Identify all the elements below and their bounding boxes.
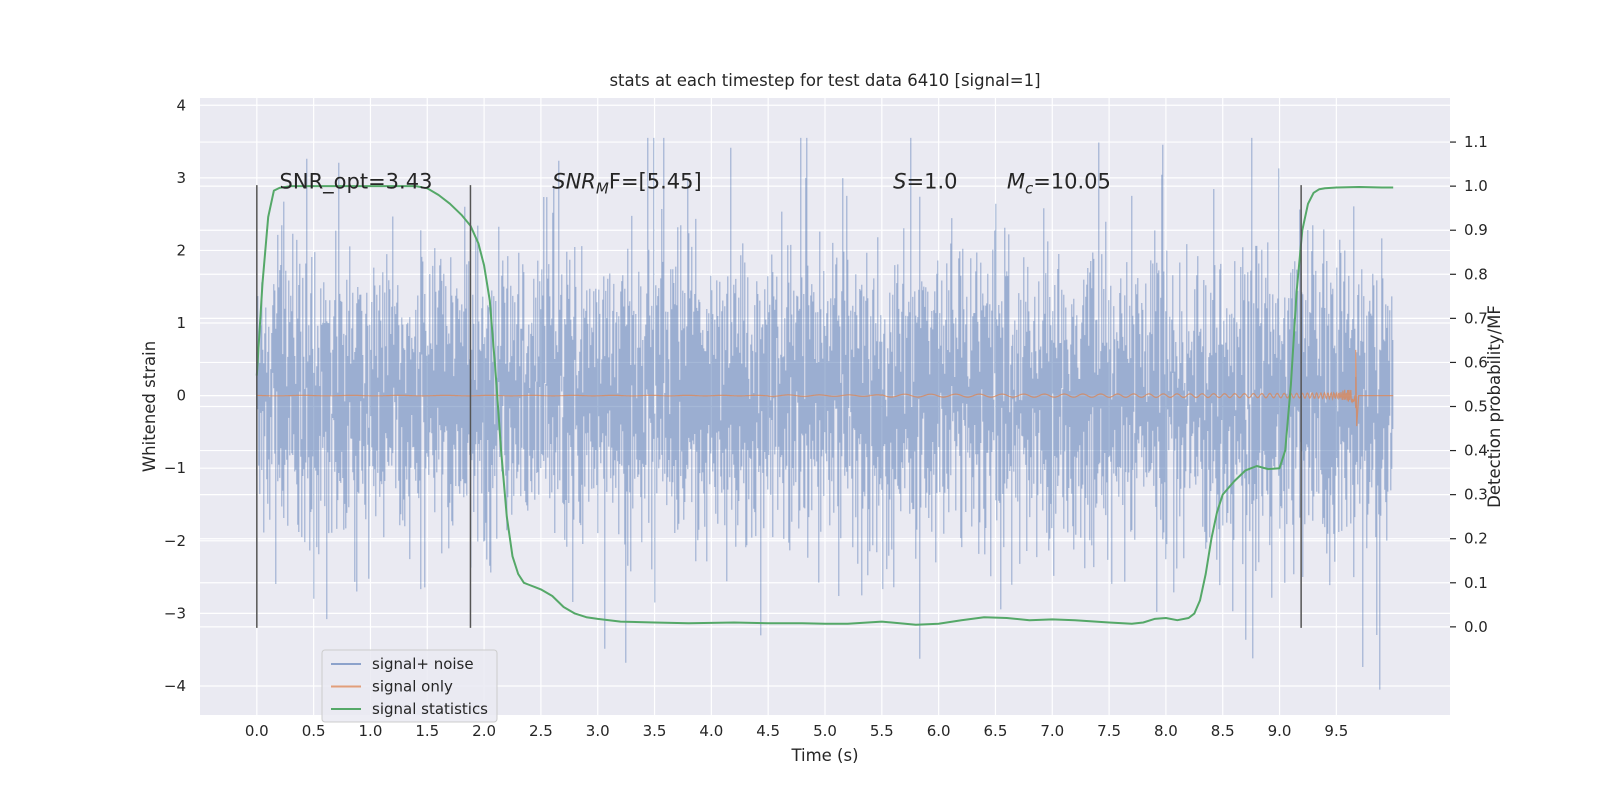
- y2-tick-label: 0.7: [1464, 309, 1488, 327]
- annotation-main: S: [893, 169, 906, 193]
- y-tick-label: −3: [164, 604, 186, 622]
- y-tick-label: 1: [176, 314, 186, 332]
- y2-tick-label: 1.1: [1464, 133, 1488, 151]
- y2-tick-label: 0.4: [1464, 442, 1488, 460]
- x-axis-label: Time (s): [790, 746, 858, 765]
- y2-tick-label: 0.8: [1464, 265, 1488, 283]
- y2-tick-label: 1.0: [1464, 177, 1488, 195]
- x-tick-label: 1.5: [415, 722, 439, 740]
- x-tick-label: 4.5: [756, 722, 780, 740]
- vertical-markers: [256, 185, 1302, 628]
- y2-axis-label: Detection probability/MF: [1485, 305, 1504, 508]
- legend-box: [321, 649, 498, 723]
- annotation-main: SNR: [552, 169, 596, 193]
- y-tick-label: 3: [176, 169, 186, 187]
- legend-label: signal+ noise: [372, 655, 474, 673]
- x-tick-label: 6.5: [984, 722, 1008, 740]
- x-tick-labels: 0.0 0.5 1.0 1.5 2.0 2.5 3.0 3.5 4.0 4.5 5.0 5.5 6.0 6…: [245, 722, 1348, 740]
- x-tick-label: 5.5: [870, 722, 894, 740]
- x-tick-label: 7.0: [1040, 722, 1064, 740]
- x-tick-label: 8.0: [1154, 722, 1178, 740]
- x-tick-label: 2.5: [529, 722, 553, 740]
- y-tick-label: 4: [176, 96, 186, 114]
- x-tick-label: 3.0: [586, 722, 610, 740]
- annotation-subscript: c: [1025, 179, 1034, 197]
- annotation-text: S=1.0: [893, 169, 957, 193]
- y2-tick-label: 0.2: [1464, 530, 1488, 548]
- y-tick-label: −2: [164, 532, 186, 550]
- y2-tick-label: 0.9: [1464, 221, 1488, 239]
- y2-tick-label: 0.1: [1464, 574, 1488, 592]
- annotation-rest: F=[5.45]: [609, 169, 702, 193]
- y-tick-label: −1: [164, 459, 186, 477]
- annotation-rest: =1.0: [907, 169, 958, 193]
- x-tick-label: 6.0: [927, 722, 951, 740]
- legend: signal+ noise signal only signal statistic…: [321, 649, 498, 723]
- y-tick-label: −4: [164, 677, 186, 695]
- y2-tick-labels: 0.0 0.1 0.2 0.3 0.4 0.5 0.6 0.7 0.8 0.9 1.0 1.1: [1450, 133, 1488, 636]
- x-tick-label: 8.5: [1211, 722, 1235, 740]
- x-tick-label: 9.0: [1268, 722, 1292, 740]
- annotation-rest: =10.05: [1033, 169, 1111, 193]
- signal-only-trace: [256, 349, 1394, 427]
- x-tick-label: 0.5: [302, 722, 326, 740]
- y-tick-labels: −4 −3 −2 −1 0 1 2 3 4: [164, 96, 186, 695]
- series-signal-only: [256, 349, 1394, 427]
- y2-tick-label: 0.5: [1464, 398, 1488, 416]
- annotation-text: SNR_opt=3.43: [280, 169, 433, 194]
- chart-title: stats at each timestep for test data 641…: [609, 71, 1040, 90]
- annotation-subscript: M: [596, 179, 609, 197]
- x-tick-label: 2.0: [472, 722, 496, 740]
- annotations: SNR_opt=3.43 SNRMF=[5.45] S=1.0 Mc=10.05: [280, 169, 1111, 197]
- series-group: [255, 137, 1394, 690]
- x-tick-label: 5.0: [813, 722, 837, 740]
- x-tick-label: 7.5: [1097, 722, 1121, 740]
- annotation-text: Mc=10.05: [1007, 169, 1111, 197]
- y-tick-label: 2: [176, 241, 186, 259]
- annotation-text: SNRMF=[5.45]: [552, 169, 701, 197]
- x-tick-label: 1.0: [359, 722, 383, 740]
- x-tick-label: 3.5: [643, 722, 667, 740]
- series-signal-statistics: [255, 185, 1394, 626]
- x-tick-label: 9.5: [1324, 722, 1348, 740]
- x-tick-label: 0.0: [245, 722, 269, 740]
- y2-tick-label: 0.6: [1464, 353, 1488, 371]
- y-tick-label: 0: [176, 387, 186, 405]
- legend-label: signal only: [372, 678, 453, 696]
- annotation-main: M: [1007, 169, 1025, 193]
- y2-tick-label: 0.3: [1464, 486, 1488, 504]
- y-axis-label: Whitened strain: [140, 341, 159, 472]
- y2-tick-label: 0.0: [1464, 618, 1488, 636]
- legend-label: signal statistics: [372, 700, 488, 718]
- x-tick-label: 4.0: [699, 722, 723, 740]
